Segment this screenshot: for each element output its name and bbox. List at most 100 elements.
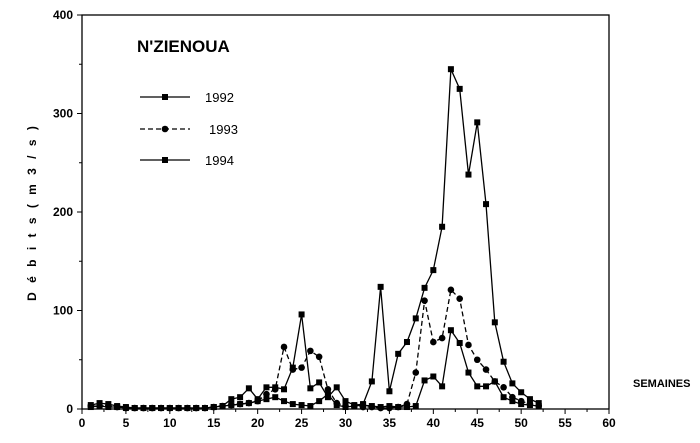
x-tick-label: 5 — [123, 416, 130, 430]
series-1993-point — [368, 403, 376, 411]
series-1994-point — [412, 315, 419, 322]
x-axis-label: SEMAINES — [633, 378, 690, 390]
series-1994-point — [149, 405, 156, 412]
series-1994-point — [298, 311, 305, 318]
series-1994-point — [386, 388, 393, 395]
series-1992-point — [421, 377, 428, 384]
x-tick-label: 15 — [207, 416, 221, 430]
series-1992-point — [162, 94, 168, 100]
series-1994-point — [474, 119, 481, 126]
series-1992-point — [289, 401, 296, 408]
series-1994-point — [254, 396, 261, 403]
legend-label: 1993 — [209, 122, 238, 137]
series-1992-point — [456, 340, 463, 347]
series-1993-point — [465, 341, 472, 349]
series-1994-point — [307, 385, 314, 392]
x-tick-label: 10 — [163, 416, 177, 430]
series-1994-point — [166, 405, 173, 412]
series-1993-point — [161, 125, 169, 133]
y-tick-label: 400 — [53, 8, 73, 22]
series-1994-point — [219, 403, 226, 410]
y-tick-label: 300 — [53, 107, 73, 121]
x-tick-label: 0 — [79, 416, 86, 430]
x-tick-label: 35 — [383, 416, 397, 430]
series-1994-point — [447, 66, 454, 73]
series-1994-point — [184, 405, 191, 412]
x-tick-label: 25 — [295, 416, 309, 430]
series-1994-point — [439, 223, 446, 230]
series-1994-point — [96, 400, 103, 407]
series-1992 — [87, 327, 542, 412]
series-1993 — [87, 286, 543, 412]
series-1992-point — [500, 394, 507, 401]
series-1994-point — [368, 378, 375, 385]
series-1992-point — [465, 369, 472, 376]
series-1994-point — [465, 171, 472, 178]
series-1993-point — [324, 386, 332, 393]
series-1992-point — [439, 383, 446, 390]
series-1994-point — [377, 283, 384, 290]
series-1994-point — [105, 401, 112, 408]
series-1992-point — [412, 403, 419, 410]
legend-item-1992: 1992 — [140, 90, 234, 105]
x-tick-label: 20 — [251, 416, 265, 430]
series-1994-point — [162, 157, 168, 163]
y-tick-label: 100 — [53, 304, 73, 318]
series-1994-point — [131, 405, 138, 412]
series-1993-point — [263, 390, 270, 398]
series-1993-point — [394, 403, 402, 411]
series-1994-point — [237, 394, 244, 401]
series-1992-point — [298, 402, 305, 409]
series-1993-point — [491, 378, 499, 385]
series-1992-point — [483, 383, 490, 390]
series-1993-point — [333, 399, 341, 407]
series-1993-point — [315, 353, 323, 361]
series-1994-point — [491, 319, 498, 326]
series-1992-point — [281, 398, 288, 405]
series-1993-point — [509, 393, 516, 401]
legend-item-1994: 1994 — [140, 153, 234, 168]
series-1994-point — [456, 85, 463, 92]
series-1994-line — [90, 68, 539, 409]
series-1992-point — [307, 403, 314, 410]
series-1993-point — [412, 369, 420, 376]
series-1994-point — [281, 386, 288, 393]
series-1992-point — [447, 327, 454, 334]
series-1994-point — [509, 380, 516, 387]
series-1993-point — [430, 338, 437, 346]
series-1994-point — [272, 384, 279, 391]
series-1994-point — [430, 267, 437, 274]
x-tick-label: 50 — [514, 416, 528, 430]
series-1993-point — [403, 400, 411, 408]
x-tick-label: 45 — [471, 416, 485, 430]
series-1993-point — [298, 364, 305, 371]
series-1993-point — [447, 286, 455, 294]
series-1994-point — [421, 284, 428, 291]
chart-title: N'ZIENOUA — [137, 37, 230, 56]
series-1994-point — [245, 385, 252, 392]
series-1993-point — [236, 400, 244, 408]
series-1994-point — [193, 405, 200, 412]
series-1993-point — [245, 399, 253, 407]
series-1994-point — [351, 402, 358, 409]
series-1994-point — [289, 364, 296, 371]
series-1994-point — [201, 405, 208, 412]
series-1993-point — [456, 295, 463, 302]
series-1993-line — [90, 288, 539, 409]
series-1993-point — [500, 384, 507, 391]
series-1994-point — [316, 379, 323, 386]
x-tick-label: 55 — [558, 416, 572, 430]
x-tick-label: 40 — [427, 416, 441, 430]
series-1992-point — [263, 396, 270, 403]
series-1994-point — [535, 400, 542, 407]
series-1994-point — [158, 405, 165, 412]
series-1992-point — [272, 394, 279, 401]
series-1993-point — [280, 343, 288, 351]
series-1994-point — [175, 405, 182, 412]
series-1993-point — [421, 297, 428, 304]
series-1993-point — [386, 404, 393, 412]
series-1994-point — [210, 404, 217, 411]
y-tick-label: 200 — [53, 205, 73, 219]
